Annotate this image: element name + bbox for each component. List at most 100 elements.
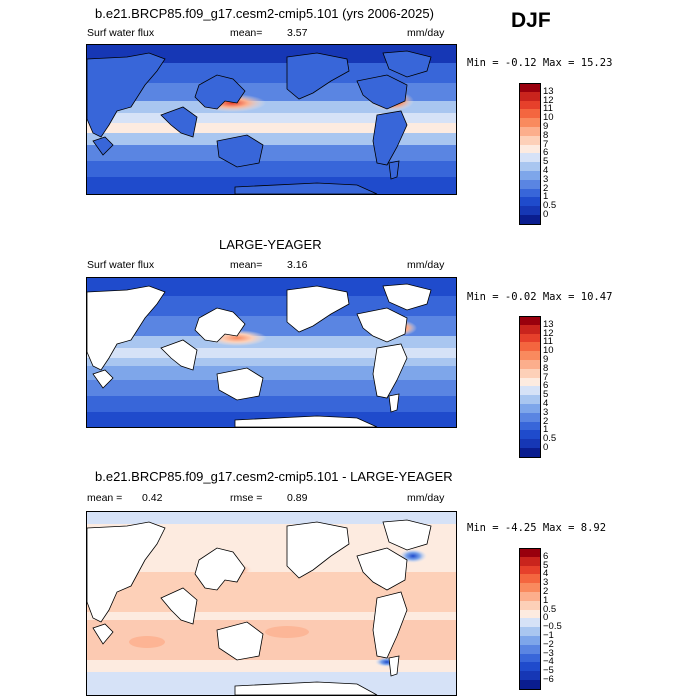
panel1-colorbar-swatch <box>519 144 541 154</box>
panel2-units: mm/day <box>407 259 445 271</box>
panel3-colorbar-swatch <box>519 583 541 592</box>
panel2-colorbar-label: 10 <box>543 345 554 357</box>
panel2-map <box>86 277 457 428</box>
panel2-title: LARGE-YEAGER <box>219 237 322 252</box>
panel2-colorbar-swatch <box>519 368 541 378</box>
panel3-colorbar-label: −2 <box>543 638 554 650</box>
panel3-colorbar-label: −5 <box>543 665 554 677</box>
panel2-colorbar-label: 9 <box>543 354 549 365</box>
panel3-title: b.e21.BRCP85.f09_g17.cesm2-cmip5.101 - L… <box>95 469 453 484</box>
panel1-colorbar-label: 9 <box>543 121 549 132</box>
panel1-colorbar-label: 5 <box>543 156 549 168</box>
panel3-colorbar-swatch <box>519 680 541 690</box>
panel1-colorbar-label: 4 <box>543 165 549 176</box>
panel3-colorbar-label: −4 <box>543 656 554 668</box>
panel1-colorbar-swatch <box>519 179 541 189</box>
season-label: DJF <box>511 9 551 32</box>
panel1-colorbar-swatch <box>519 188 541 198</box>
panel2-colorbar-swatch <box>519 430 541 440</box>
panel2-colorbar-label: 11 <box>543 336 553 348</box>
panel2-colorbar-label: 13 <box>543 318 554 330</box>
panel2-mean-value: 3.16 <box>287 259 308 271</box>
panel2-colorbar-label: 0.5 <box>543 433 557 445</box>
panel1-colorbar-label: 7 <box>543 138 549 150</box>
panel1-colorbar-label: 8 <box>543 129 549 141</box>
panel2-colorbar-swatch <box>519 412 541 422</box>
panel2-colorbar-label: 0 <box>543 442 549 453</box>
panel1-colorbar-swatch <box>519 215 541 225</box>
panel2-colorbar-swatch <box>519 421 541 431</box>
panel1-mean-label: mean= <box>230 27 263 39</box>
panel1-colorbar-swatch <box>519 91 541 101</box>
panel2-colorbar-swatch <box>519 439 541 448</box>
panel3-mean-value: 0.42 <box>142 492 163 504</box>
panel2-colorbar-swatch <box>519 342 541 352</box>
panel1-colorbar-label: 3 <box>543 173 549 185</box>
panel3-colorbar-label: 6 <box>543 550 549 562</box>
panel2-colorbar-label: 8 <box>543 362 549 374</box>
panel2-colorbar-swatch <box>519 386 541 396</box>
panel3-colorbar-label: 5 <box>543 559 549 571</box>
panel1-colorbar-swatch <box>519 171 541 180</box>
panel1-colorbar-swatch <box>519 118 541 127</box>
panel2-colorbar-swatch <box>519 316 541 326</box>
panel3-colorbar-label: 1 <box>543 594 549 606</box>
panel2-colorbar-label: 6 <box>543 380 549 392</box>
panel2-variable-label: Surf water flux <box>87 259 155 271</box>
panel3-colorbar-label: 3 <box>543 577 549 589</box>
panel2-mean-label: mean= <box>230 259 263 271</box>
panel3-colorbar-swatch <box>519 592 541 601</box>
panel3-mean-label: mean = <box>87 492 123 504</box>
panel1-colorbar-label: 13 <box>543 85 554 97</box>
panel3-colorbar-swatch <box>519 627 541 636</box>
panel2-colorbar-label: 2 <box>543 415 549 427</box>
panel3-colorbar-swatch <box>519 548 541 558</box>
panel3-colorbar-label: −3 <box>543 647 554 659</box>
panel1-colorbar-swatch <box>519 206 541 215</box>
panel3-colorbar-label: 2 <box>543 586 549 597</box>
panel3-colorbar-label: 0.5 <box>543 603 557 615</box>
panel3-colorbar-swatch <box>519 662 541 672</box>
panel3-min-max: Min = -4.25 Max = 8.92 <box>467 522 607 534</box>
panel3-colorbar-label: −0.5 <box>543 621 562 633</box>
panel1-colorbar-label: 0 <box>543 209 549 220</box>
panel2-colorbar-label: 5 <box>543 389 549 401</box>
panel1-colorbar-swatch <box>519 83 541 93</box>
panel3-colorbar-swatch <box>519 618 541 628</box>
panel2-colorbar-swatch <box>519 333 541 343</box>
panel3-rmse-value: 0.89 <box>287 492 308 504</box>
panel1-min-max: Min = -0.12 Max = 15.23 <box>467 57 613 69</box>
panel1-colorbar-label: 12 <box>543 94 554 106</box>
panel3-units: mm/day <box>407 492 445 504</box>
panel3-colorbar-swatch <box>519 671 541 680</box>
panel1-colorbar-label: 2 <box>543 182 549 194</box>
panel3-colorbar-swatch <box>519 644 541 654</box>
panel3-colorbar-swatch <box>519 609 541 619</box>
panel1-colorbar-swatch <box>519 127 541 136</box>
panel1-colorbar-swatch <box>519 109 541 119</box>
panel3-colorbar-swatch <box>519 574 541 584</box>
panel3-map <box>86 511 457 696</box>
panel2-colorbar-label: 12 <box>543 327 554 339</box>
panel2-colorbar-label: 7 <box>543 371 549 383</box>
panel1-colorbar-label: 10 <box>543 112 554 124</box>
panel1-variable-label: Surf water flux <box>87 27 155 39</box>
panel1-colorbar-label: 1 <box>543 191 549 203</box>
panel1-colorbar-swatch <box>519 162 541 171</box>
panel3-colorbar-swatch <box>519 600 541 610</box>
panel3-colorbar-label: −1 <box>543 630 554 641</box>
panel2-min-max: Min = -0.02 Max = 10.47 <box>467 291 613 303</box>
panel2-colorbar-label: 4 <box>543 398 549 409</box>
panel1-units: mm/day <box>407 27 445 39</box>
panel1-map <box>86 44 457 195</box>
panel1-colorbar-label: 0.5 <box>543 200 557 212</box>
panel3-colorbar-swatch <box>519 565 541 575</box>
panel2-colorbar-swatch <box>519 395 541 404</box>
panel1-title: b.e21.BRCP85.f09_g17.cesm2-cmip5.101 (yr… <box>95 6 434 21</box>
panel1-colorbar-swatch <box>519 100 541 110</box>
panel2-colorbar-label: 1 <box>543 424 549 436</box>
panel2-colorbar-swatch <box>519 360 541 369</box>
panel1-colorbar-swatch <box>519 153 541 163</box>
panel3-colorbar-swatch <box>519 556 541 566</box>
panel3-colorbar-label: 0 <box>543 612 549 624</box>
